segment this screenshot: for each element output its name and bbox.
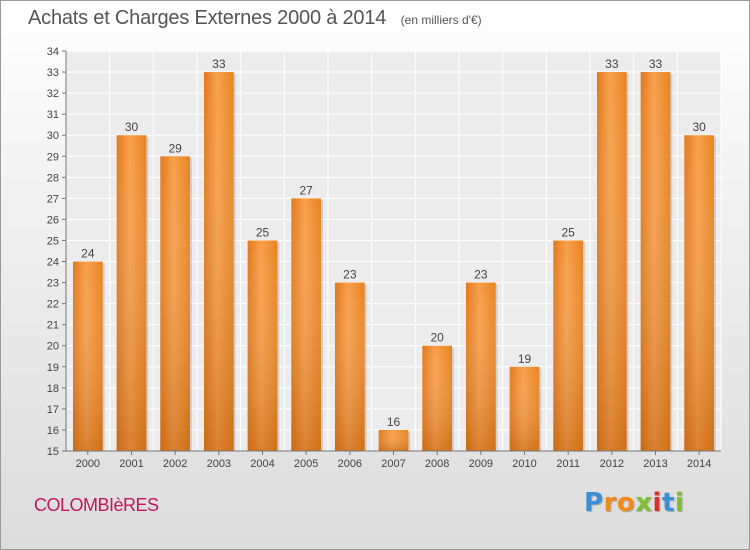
logo-letter: i (652, 488, 662, 518)
bar-value-label: 30 (125, 120, 139, 134)
x-tick-label: 2012 (600, 458, 624, 470)
y-tick-label: 17 (47, 404, 59, 416)
bar-shade (247, 240, 278, 451)
logo-letter: o (616, 488, 636, 518)
bar-shade (291, 198, 322, 451)
y-tick-label: 19 (47, 362, 59, 374)
bar-value-label: 25 (561, 225, 575, 239)
y-tick-label: 24 (47, 257, 59, 269)
bar-shade (116, 135, 147, 452)
bar-shade (378, 429, 409, 451)
logo-letter: x (635, 488, 653, 518)
y-tick-label: 29 (47, 151, 59, 163)
y-tick-label: 25 (47, 235, 59, 247)
y-tick-label: 26 (47, 214, 59, 226)
y-tick-label: 27 (47, 193, 59, 205)
bar-value-label: 27 (299, 183, 313, 197)
bar-value-label: 33 (212, 57, 226, 71)
bar-value-label: 16 (387, 415, 401, 429)
bar-shade (509, 366, 540, 451)
y-tick-label: 28 (47, 172, 59, 184)
x-tick-label: 2014 (687, 458, 711, 470)
bar-value-label: 20 (430, 331, 444, 345)
bar-shade (203, 72, 234, 451)
y-tick-label: 22 (47, 299, 59, 311)
chart-unit: (en milliers d'€) (400, 13, 482, 27)
x-tick-label: 2010 (512, 458, 536, 470)
y-tick-label: 23 (47, 278, 59, 290)
x-tick-label: 2003 (207, 458, 231, 470)
y-tick-label: 33 (47, 67, 59, 79)
bar-value-label: 33 (605, 57, 619, 71)
x-tick-label: 2004 (250, 458, 274, 470)
logo-letter: i (674, 488, 685, 518)
chart-title: Achats et Charges Externes 2000 à 2014 (28, 7, 387, 29)
bar-shade (684, 135, 715, 452)
bar-shade (553, 240, 584, 451)
commune-name: COLOMBIèRES (34, 495, 159, 515)
bar-shade (160, 156, 191, 451)
bar-value-label: 23 (474, 268, 488, 282)
logo-letter: t (661, 488, 675, 518)
y-tick-label: 16 (47, 425, 59, 437)
y-tick-label: 20 (47, 341, 59, 353)
bar-value-label: 25 (256, 225, 270, 239)
bar-shade (596, 72, 627, 451)
y-tick-label: 30 (47, 130, 59, 142)
x-tick-label: 2002 (163, 458, 187, 470)
bar-value-label: 23 (343, 268, 357, 282)
x-tick-label: 2011 (556, 458, 580, 470)
bar-shade (422, 345, 453, 451)
x-tick-label: 2001 (119, 458, 143, 470)
x-tick-label: 2005 (294, 458, 318, 470)
y-tick-label: 32 (47, 88, 59, 100)
bar-value-label: 24 (81, 247, 95, 261)
bar-value-label: 33 (649, 57, 663, 71)
x-tick-label: 2009 (469, 458, 493, 470)
y-tick-label: 31 (47, 109, 59, 121)
axis-layer: 15 16 17 18 19 20 21 22 23 24 25 26 27 28 29 30 31 32 33 34… (47, 46, 721, 470)
x-tick-label: 2013 (643, 458, 667, 470)
logo-letter: P (584, 488, 604, 518)
bar-shade (72, 261, 103, 451)
title-row: Achats et Charges Externes 2000 à 2014 (… (28, 7, 482, 30)
bar-value-label: 29 (168, 141, 182, 155)
x-tick-label: 2007 (381, 458, 405, 470)
proxiti-logo[interactable]: Proxiti (584, 488, 684, 518)
bar-value-label: 30 (692, 120, 706, 134)
bar-shade (334, 282, 365, 451)
logo-letter: r (603, 488, 617, 518)
y-tick-label: 18 (47, 383, 59, 395)
y-tick-label: 34 (47, 46, 59, 58)
bar-shade (465, 282, 496, 451)
x-tick-label: 2006 (338, 458, 362, 470)
y-tick-label: 15 (47, 446, 59, 458)
bar-shade (640, 72, 671, 451)
bars-layer: 24 30 29 33 25 27 23 16 20 23 19 25 33 33 30 (72, 57, 717, 452)
bar-value-label: 19 (518, 352, 532, 366)
y-tick-label: 21 (47, 320, 59, 332)
x-tick-label: 2008 (425, 458, 449, 470)
x-tick-label: 2000 (76, 458, 100, 470)
